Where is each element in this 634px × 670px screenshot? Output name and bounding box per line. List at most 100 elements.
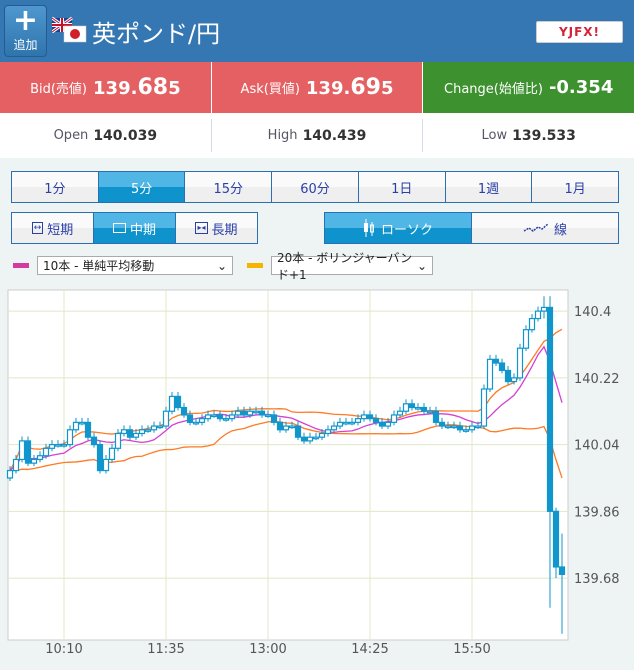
candle-body: [396, 410, 404, 416]
tab-15min[interactable]: 15分: [185, 172, 273, 202]
candle-body: [426, 410, 434, 414]
tab-line[interactable]: 線: [472, 213, 618, 243]
high-value: 140.439: [302, 127, 367, 144]
candle-body: [318, 432, 326, 438]
candle-body: [378, 421, 386, 427]
candle-body: [180, 406, 188, 416]
compress-arrows-icon: ▸◂: [195, 222, 208, 234]
candle-body: [60, 444, 68, 447]
quote-bar: Bid(売値) 139.685 Ask(買値) 139.695 Change(始…: [0, 62, 634, 113]
candle-body: [138, 429, 146, 435]
candle-body: [450, 425, 458, 429]
candle-body: [372, 418, 380, 423]
price-chart[interactable]: 140.4 140.22 140.04 139.86 139.68 10:10 11:35 1…: [0, 285, 634, 670]
candle-body: [156, 425, 164, 429]
candle-body: [24, 440, 32, 464]
change-label: Change(始値比): [444, 82, 543, 97]
ask-quote: Ask(買値) 139.695: [211, 62, 424, 113]
tab-1week[interactable]: 1週: [445, 172, 533, 202]
change-quote: Change(始値比) -0.354: [423, 62, 634, 113]
candle-body: [432, 410, 440, 423]
candle-body: [504, 369, 512, 383]
candle-body: [168, 395, 176, 412]
plus-icon: +: [12, 3, 39, 38]
ask-label: Ask(買値): [240, 82, 300, 97]
candle-body: [474, 425, 482, 429]
candle-body: [186, 414, 194, 423]
indicator-1: 10本 - 単純平均移動 ⌄: [13, 256, 233, 275]
y-tick-label: 140.22: [574, 372, 620, 387]
candle-body: [330, 425, 338, 431]
sma-select[interactable]: 10本 - 単純平均移動 ⌄: [37, 256, 233, 275]
candle-body: [36, 455, 44, 461]
open-label: Open: [53, 128, 89, 143]
tab-1min[interactable]: 1分: [12, 172, 99, 202]
x-tick-label: 11:35: [147, 642, 184, 657]
tab-60min[interactable]: 60分: [272, 172, 359, 202]
candle-body: [258, 410, 266, 416]
candle-body: [420, 406, 428, 412]
candle-body: [84, 421, 92, 438]
short-term-label: 短期: [47, 222, 74, 238]
bollinger-select-value: 20本 - ボリンジャーバンド+1: [277, 250, 413, 282]
candle-body: [408, 403, 416, 409]
indicator-2: 20本 - ボリンジャーバンド+1 ⌄: [247, 251, 433, 282]
candle-body: [114, 432, 122, 449]
candle-body: [234, 410, 242, 416]
candle-body: [204, 414, 212, 420]
candle-body: [480, 388, 488, 427]
sma-line: [9, 345, 563, 472]
bid-value: 139.685: [93, 75, 181, 100]
candle-body: [354, 418, 362, 423]
tab-1day[interactable]: 1日: [358, 172, 446, 202]
low-value: 139.533: [512, 127, 576, 144]
candle-body: [438, 421, 446, 427]
low-label: Low: [481, 128, 508, 143]
chevron-down-icon: ⌄: [416, 258, 427, 273]
candle-body: [462, 429, 470, 432]
candle-body: [360, 414, 368, 420]
yjfx-logo: YJFX!: [536, 21, 623, 43]
tab-candlestick[interactable]: ローソク: [325, 213, 472, 243]
candle-body: [132, 432, 140, 438]
candle-body: [390, 414, 398, 423]
candle-body: [348, 421, 356, 425]
candle-body: [528, 317, 536, 331]
candle-body: [150, 425, 158, 431]
candle-body: [240, 410, 248, 416]
candle-body: [546, 306, 554, 512]
candle-body: [510, 377, 518, 383]
add-button[interactable]: + 追加: [4, 5, 47, 57]
tab-long-term[interactable]: ▸◂ 長期: [176, 213, 257, 243]
tab-5min[interactable]: 5分: [98, 172, 186, 202]
plot-area: [7, 289, 569, 641]
bollinger-select[interactable]: 20本 - ボリンジャーバンド+1 ⌄: [271, 251, 433, 282]
bid-value-tail: 5: [168, 78, 181, 99]
candle-body: [72, 421, 80, 431]
tab-short-term[interactable]: ↔ 短期: [12, 213, 94, 243]
tab-mid-term[interactable]: 中期: [94, 213, 176, 243]
candle-body: [48, 444, 56, 449]
term-tabs: ↔ 短期 中期 ▸◂ 長期: [11, 212, 258, 244]
x-tick-label: 10:10: [45, 642, 82, 657]
candle-body: [552, 510, 560, 568]
bollinger-upper-line: [9, 328, 563, 471]
candle-body: [492, 358, 500, 364]
candle-body: [558, 566, 566, 575]
candle-body: [288, 425, 296, 429]
candle-body: [96, 444, 104, 472]
bid-label: Bid(売値): [30, 82, 88, 97]
candle-body: [456, 425, 464, 431]
y-tick-label: 140.4: [574, 305, 611, 320]
candle-body: [252, 410, 260, 414]
candle-body: [498, 362, 506, 372]
line-chart-icon: [523, 223, 549, 232]
low-stat: Low 139.533: [423, 119, 634, 152]
timeframe-tabs: 1分 5分 15分 60分 1日 1週 1月: [11, 171, 619, 203]
candle-body: [144, 429, 152, 432]
sma-select-value: 10本 - 単純平均移動: [43, 259, 155, 273]
candle-body: [468, 425, 476, 431]
tab-1month[interactable]: 1月: [532, 172, 619, 202]
candle-body: [534, 310, 542, 320]
header: + 追加 英ポンド/円 YJFX!: [0, 0, 634, 62]
